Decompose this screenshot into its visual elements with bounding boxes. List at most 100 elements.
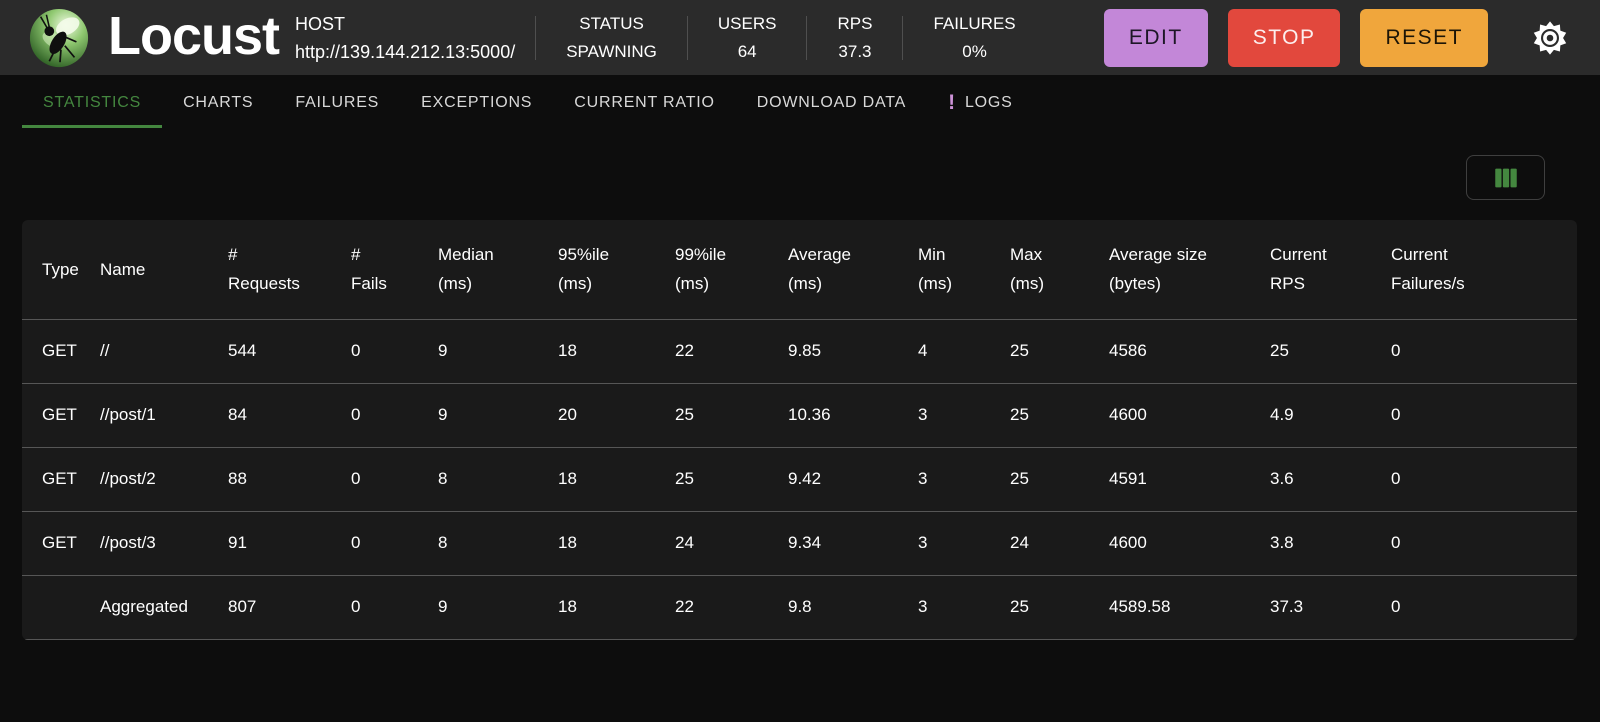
cell-current-rps: 3.6: [1270, 447, 1391, 512]
col-header-current-rps[interactable]: Current RPS: [1270, 220, 1391, 320]
cell-current-failures: 0: [1391, 447, 1577, 512]
host-label: HOST: [295, 13, 346, 34]
edit-button[interactable]: EDIT: [1103, 8, 1208, 67]
cell-current-failures: 0: [1391, 575, 1577, 640]
col-header-99ile[interactable]: 99%ile (ms): [675, 220, 788, 320]
cell-avg-size: 4600: [1109, 383, 1270, 448]
cell-95ile: 18: [558, 575, 675, 640]
col-header-average[interactable]: Average (ms): [788, 220, 918, 320]
col-header-min[interactable]: Min (ms): [918, 220, 1010, 320]
col-header-median[interactable]: Median (ms): [438, 220, 558, 320]
col-header-avg-size[interactable]: Average size (bytes): [1109, 220, 1270, 320]
status-value: SPAWNING: [566, 41, 657, 61]
cell-average: 9.8: [788, 575, 918, 640]
cell-max: 25: [1010, 447, 1109, 512]
tab-label: DOWNLOAD DATA: [756, 94, 907, 111]
stop-button[interactable]: STOP: [1227, 8, 1341, 67]
cell-fails: 0: [351, 511, 438, 576]
cell-type: GET: [22, 319, 100, 384]
col-header-fails[interactable]: # Fails: [351, 220, 438, 320]
cell-requests: 544: [228, 319, 351, 384]
table-row: Aggregated 807 0 9 18 22 9.8 3 25 4589.5…: [22, 575, 1577, 640]
locust-home-link[interactable]: Locust: [28, 7, 295, 69]
users-indicator: USERS 64: [694, 10, 801, 66]
tab-label: STATISTICS: [43, 94, 142, 111]
cell-min: 3: [918, 383, 1010, 448]
tab-download-data[interactable]: DOWNLOAD DATA: [736, 78, 927, 128]
tab-charts[interactable]: CHARTS: [162, 78, 274, 128]
column-selector-button[interactable]: [1466, 155, 1545, 200]
table-row: GET // 544 0 9 18 22 9.85 4 25 4586 25 0: [22, 319, 1577, 384]
tab-exceptions[interactable]: EXCEPTIONS: [400, 78, 553, 128]
cell-avg-size: 4600: [1109, 511, 1270, 576]
table-row: GET //post/3 91 0 8 18 24 9.34 3 24 4600…: [22, 511, 1577, 576]
statistics-table: Type Name # Requests # Fails Median (ms) 95…: [22, 220, 1577, 640]
col-header-max[interactable]: Max (ms): [1010, 220, 1109, 320]
col-header-name[interactable]: Name: [100, 220, 228, 320]
cell-99ile: 22: [675, 575, 788, 640]
cell-current-failures: 0: [1391, 511, 1577, 576]
tab-bar: STATISTICS CHARTS FAILURES EXCEPTIONS CU…: [0, 78, 1600, 128]
cell-max: 24: [1010, 511, 1109, 576]
cell-min: 3: [918, 575, 1010, 640]
cell-fails: 0: [351, 447, 438, 512]
col-header-type[interactable]: Type: [22, 220, 100, 320]
settings-button[interactable]: [1528, 16, 1572, 60]
rps-value: 37.3: [838, 41, 872, 61]
cell-median: 9: [438, 319, 558, 384]
divider: [902, 15, 904, 60]
cell-min: 3: [918, 511, 1010, 576]
cell-95ile: 18: [558, 319, 675, 384]
reset-button[interactable]: RESET: [1360, 8, 1488, 67]
status-label: STATUS: [579, 13, 644, 33]
divider: [686, 15, 688, 60]
cell-median: 9: [438, 575, 558, 640]
cell-current-rps: 3.8: [1270, 511, 1391, 576]
cell-average: 9.42: [788, 447, 918, 512]
cell-type: GET: [22, 447, 100, 512]
cell-median: 9: [438, 383, 558, 448]
users-value: 64: [737, 41, 757, 61]
tab-logs[interactable]: ! LOGS: [927, 78, 1033, 128]
col-header-current-failures[interactable]: Current Failures/s: [1391, 220, 1577, 320]
gear-icon: [1533, 20, 1567, 55]
cell-current-rps: 37.3: [1270, 575, 1391, 640]
cell-avg-size: 4591: [1109, 447, 1270, 512]
tab-failures[interactable]: FAILURES: [274, 78, 400, 128]
users-label: USERS: [717, 13, 777, 33]
cell-name: //: [100, 319, 228, 384]
cell-name: //post/2: [100, 447, 228, 512]
cell-avg-size: 4586: [1109, 319, 1270, 384]
cell-95ile: 18: [558, 511, 675, 576]
cell-min: 3: [918, 447, 1010, 512]
tab-statistics[interactable]: STATISTICS: [22, 78, 163, 128]
cell-median: 8: [438, 511, 558, 576]
cell-requests: 84: [228, 383, 351, 448]
cell-fails: 0: [351, 575, 438, 640]
rps-label: RPS: [837, 13, 873, 33]
tab-label: CHARTS: [183, 94, 254, 111]
logs-notification-badge: !: [948, 91, 956, 114]
col-header-95ile[interactable]: 95%ile (ms): [558, 220, 675, 320]
tab-label: EXCEPTIONS: [421, 94, 533, 111]
cell-avg-size: 4589.58: [1109, 575, 1270, 640]
col-header-requests[interactable]: # Requests: [228, 220, 351, 320]
cell-requests: 807: [228, 575, 351, 640]
cell-fails: 0: [351, 319, 438, 384]
cell-name: //post/1: [100, 383, 228, 448]
view-columns-icon: [1494, 168, 1517, 187]
cell-current-rps: 25: [1270, 319, 1391, 384]
tab-current-ratio[interactable]: CURRENT RATIO: [553, 78, 735, 128]
statistics-table-panel: Type Name # Requests # Fails Median (ms) 95…: [22, 220, 1577, 640]
cell-current-failures: 0: [1391, 383, 1577, 448]
cell-max: 25: [1010, 319, 1109, 384]
cell-requests: 88: [228, 447, 351, 512]
cell-average: 9.85: [788, 319, 918, 384]
locust-logo-icon: [29, 8, 89, 67]
cell-99ile: 25: [675, 447, 788, 512]
cell-current-failures: 0: [1391, 319, 1577, 384]
cell-current-rps: 4.9: [1270, 383, 1391, 448]
table-row: GET //post/2 88 0 8 18 25 9.42 3 25 4591…: [22, 447, 1577, 512]
cell-median: 8: [438, 447, 558, 512]
cell-type: GET: [22, 511, 100, 576]
